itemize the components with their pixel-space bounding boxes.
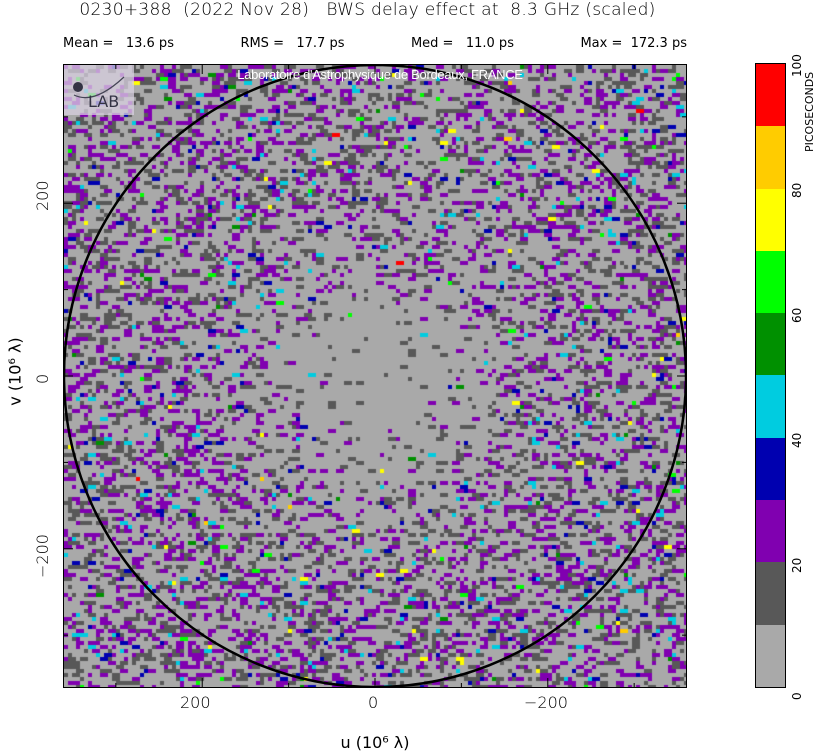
uv-plot-area: LAB <box>63 64 687 688</box>
colorbar-band <box>756 375 785 438</box>
svg-text:LAB: LAB <box>88 92 119 111</box>
x-axis-label: u (10⁶ λ) <box>340 733 410 752</box>
y-tick-label: 0 <box>33 373 52 384</box>
x-tick-label: 0 <box>368 693 379 712</box>
colorbar-band <box>756 437 785 501</box>
colorbar-band <box>756 188 785 251</box>
stats-line: Mean = 13.6 ps RMS = 17.7 ps Med = 11.0 … <box>63 36 687 51</box>
colorbar-tick: 60 <box>790 307 804 323</box>
colorbar-band <box>756 64 785 127</box>
colorbar-band <box>756 250 785 314</box>
colorbar-band <box>756 562 785 625</box>
stat-med: Med = 11.0 ps <box>410 36 514 51</box>
logo-icon: LAB <box>64 65 134 115</box>
plot-overlay: LAB <box>64 65 686 687</box>
x-tick-label: −200 <box>524 693 568 712</box>
colorbar <box>755 63 786 688</box>
stat-rms: RMS = 17.7 ps <box>240 36 345 51</box>
y-tick-label: 200 <box>33 180 52 211</box>
plot-title: 0230+388 (2022 Nov 28) BWS delay effect … <box>79 0 656 20</box>
colorbar-band <box>756 500 785 563</box>
colorbar-tick: 100 <box>790 54 804 77</box>
colorbar-band <box>756 624 785 687</box>
stat-mean: Mean = 13.6 ps <box>63 36 174 51</box>
colorbar-band <box>756 313 785 376</box>
delay-heatmap <box>64 65 686 687</box>
colorbar-band <box>756 126 785 189</box>
colorbar-tick: 20 <box>790 557 804 573</box>
colorbar-tick: 40 <box>790 432 804 448</box>
y-axis-label: v (10⁶ λ) <box>5 337 25 406</box>
y-tick-label: −200 <box>33 534 52 578</box>
colorbar-tick: 80 <box>790 182 804 198</box>
stat-max: Max = 172.3 ps <box>580 36 687 51</box>
colorbar-label: PICOSECONDS <box>803 71 815 152</box>
colorbar-tick: 0 <box>790 692 804 700</box>
x-tick-label: 200 <box>180 693 211 712</box>
watermark-text: Laboratoire d'Astrophysique de Bordeaux,… <box>237 67 523 82</box>
